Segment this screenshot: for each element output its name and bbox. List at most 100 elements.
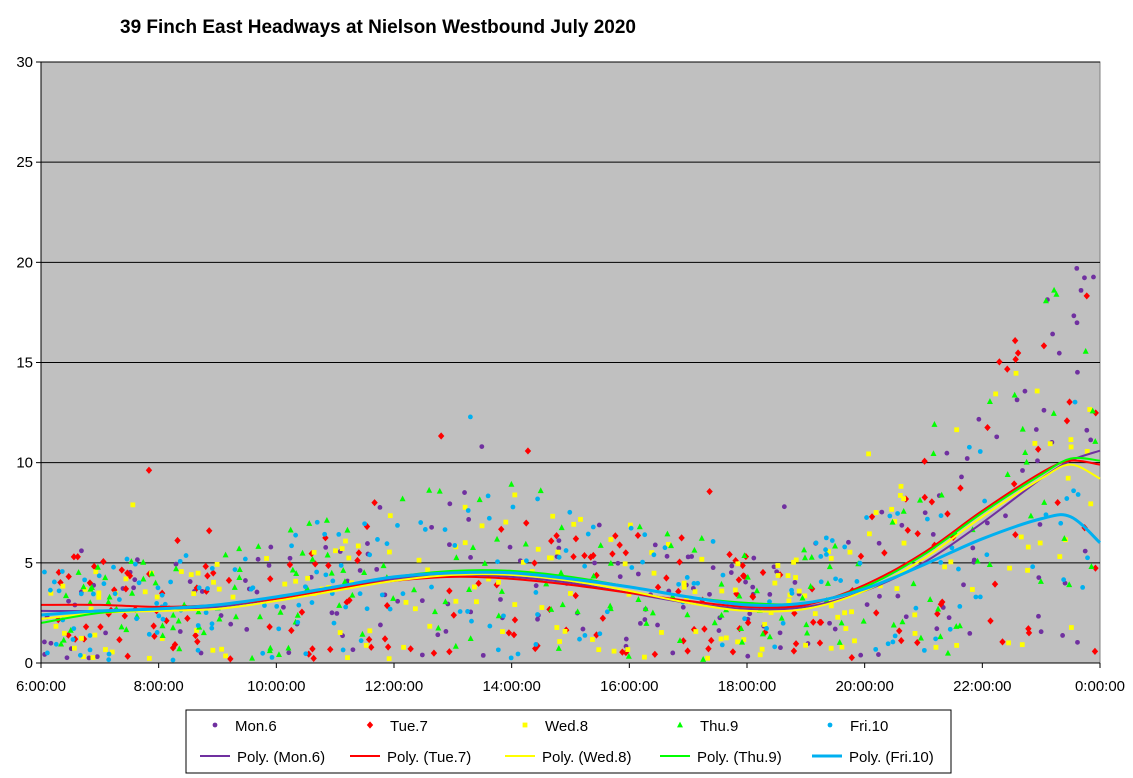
scatter-point <box>741 572 748 580</box>
scatter-point <box>1088 501 1094 507</box>
scatter-point <box>303 651 309 657</box>
scatter-point <box>255 543 262 549</box>
scatter-point <box>53 623 59 629</box>
scatter-point <box>70 637 76 642</box>
scatter-point <box>1084 427 1090 433</box>
scatter-point <box>242 556 248 562</box>
scatter-point <box>401 644 406 650</box>
scatter-point <box>535 496 540 502</box>
scatter-point <box>195 608 202 615</box>
scatter-point <box>412 606 418 612</box>
scatter-point <box>467 414 473 420</box>
scatter-point <box>710 539 716 544</box>
scatter-point <box>881 549 888 557</box>
scatter-point <box>510 504 516 510</box>
legend-item: Poly. (Tue.7) <box>350 749 471 766</box>
scatter-point <box>435 632 441 638</box>
scatter-point <box>852 638 857 644</box>
scatter-point <box>933 636 939 642</box>
scatter-point <box>205 586 210 591</box>
scatter-point <box>839 644 845 650</box>
scatter-point <box>651 570 657 576</box>
scatter-point <box>96 573 102 579</box>
scatter-point <box>826 563 833 570</box>
scatter-point <box>868 513 876 521</box>
scatter-point <box>442 598 449 605</box>
scatter-point <box>726 550 733 559</box>
scatter-point <box>700 656 707 662</box>
scatter-point <box>1036 613 1041 619</box>
scatter-point <box>964 456 970 461</box>
scatter-point <box>913 605 919 611</box>
scatter-point <box>436 487 443 494</box>
legend-label: Poly. (Fri.10) <box>849 749 934 766</box>
scatter-point <box>928 498 936 506</box>
scatter-point <box>676 558 683 566</box>
scatter-point <box>625 652 632 659</box>
x-tick-label: 8:00:00 <box>134 678 184 695</box>
scatter-point <box>842 610 847 616</box>
scatter-point <box>244 627 250 632</box>
scatter-point <box>864 602 870 608</box>
scatter-point <box>789 587 794 593</box>
scatter-point <box>340 647 346 653</box>
scatter-point <box>168 579 174 585</box>
scatter-point <box>533 590 539 595</box>
scatter-point <box>140 558 147 565</box>
chart-title: 39 Finch East Headways at Nielson Westbo… <box>120 17 636 38</box>
trendline-Poly. (Fri.10) <box>40 513 1102 617</box>
scatter-point <box>759 646 765 652</box>
scatter-point <box>931 421 938 427</box>
legend-label: Fri.10 <box>850 718 888 735</box>
scatter-point <box>90 591 96 597</box>
scatter-point <box>659 630 664 635</box>
scatter-point <box>387 549 392 555</box>
scatter-point <box>684 647 691 655</box>
scatter-point <box>876 540 882 546</box>
series-Thu.9 <box>58 286 1099 662</box>
scatter-point <box>710 565 716 571</box>
scatter-point <box>582 563 588 569</box>
scatter-point <box>912 631 918 636</box>
trendlines <box>40 449 1102 624</box>
scatter-point <box>365 541 370 546</box>
scatter-point <box>211 579 216 585</box>
scatter-point <box>548 555 554 561</box>
scatter-point <box>860 617 867 624</box>
scatter-point <box>486 515 492 521</box>
scatter-point <box>768 610 774 616</box>
scatter-point <box>873 646 879 652</box>
scatter-point <box>103 647 108 652</box>
scatter-point <box>468 555 473 560</box>
scatter-point <box>1068 437 1074 442</box>
scatter-point <box>921 647 927 653</box>
scatter-point <box>343 604 349 610</box>
scatter-point <box>365 635 373 644</box>
scatter-point <box>512 492 518 498</box>
scatter-point <box>592 560 597 566</box>
scatter-point <box>954 642 960 648</box>
scatter-point <box>194 638 201 646</box>
scatter-point <box>508 480 515 487</box>
scatter-point <box>938 560 944 565</box>
scatter-point <box>134 616 140 622</box>
scatter-point <box>957 604 963 609</box>
scatter-point <box>533 583 539 589</box>
scatter-point <box>446 587 453 595</box>
scatter-point <box>152 579 159 586</box>
scatter-point <box>599 614 607 622</box>
scatter-point <box>82 623 90 631</box>
scatter-point <box>597 542 604 548</box>
scatter-point <box>626 591 632 597</box>
scatter-point <box>295 619 301 625</box>
scatter-point <box>177 629 183 634</box>
scatter-point <box>977 449 983 454</box>
scatter-point <box>887 513 893 519</box>
scatter-point <box>1025 629 1033 637</box>
scatter-point <box>82 577 88 583</box>
scatter-point <box>350 647 356 653</box>
scatter-point <box>111 586 118 594</box>
scatter-point <box>792 640 800 648</box>
scatter-point <box>507 544 513 550</box>
scatter-point <box>622 561 628 567</box>
